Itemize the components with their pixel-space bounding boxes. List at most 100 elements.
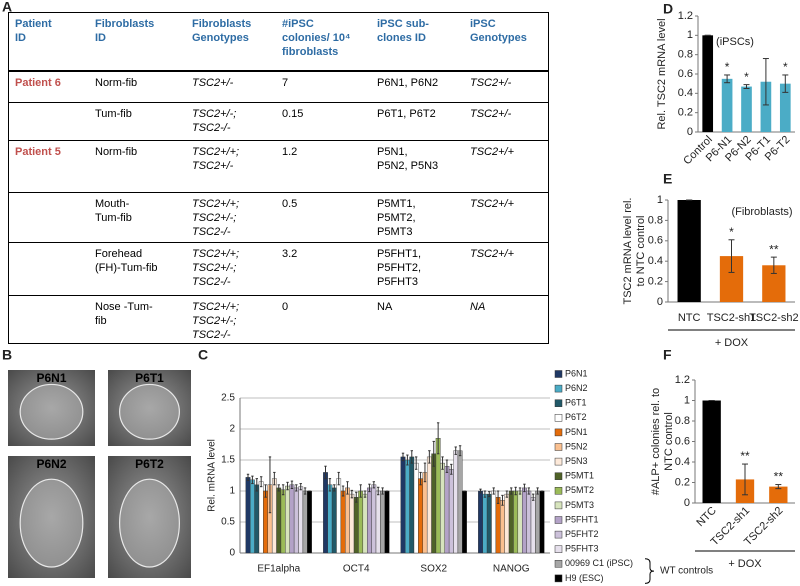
chart-note: (Fibroblasts)	[731, 206, 792, 218]
x-tick-label: OCT4	[343, 564, 370, 575]
legend-brace	[644, 558, 655, 584]
panel-label: A	[2, 0, 12, 15]
bar	[375, 490, 381, 554]
legend-label: P6T1	[565, 398, 587, 408]
bar	[522, 487, 527, 554]
x-tick-label: TSC2-sh2	[749, 312, 799, 324]
table-cell: 7	[276, 70, 371, 103]
y-tick-label: 0.6	[648, 235, 663, 247]
y-axis-label: #ALP+ colonies rel. to	[650, 388, 662, 495]
legend-swatch	[554, 560, 563, 568]
bar	[263, 490, 268, 554]
error-bar	[775, 484, 782, 490]
legend-swatch	[554, 501, 563, 510]
y-tick-label: 0.2	[678, 107, 693, 119]
table-cell: P5MT1, P5MT2, P5MT3	[371, 192, 464, 243]
legend-swatch	[554, 428, 563, 437]
legend-label: P5FHT3	[565, 544, 599, 554]
error-bar	[441, 456, 444, 470]
error-bar	[742, 463, 748, 496]
error-bar	[346, 481, 349, 495]
colony	[119, 383, 180, 440]
error-bar	[419, 471, 422, 486]
panel-label: D	[663, 1, 673, 17]
error-bar	[264, 484, 267, 498]
error-bar	[728, 239, 735, 273]
column-header: Patient ID	[8, 12, 89, 72]
error-bar	[527, 487, 531, 495]
bar	[384, 490, 390, 554]
image-label: P6N1	[36, 371, 66, 385]
legend-label: P5FHT2	[565, 529, 599, 539]
bar	[462, 490, 467, 554]
bar	[539, 490, 545, 554]
group-label: + DOX	[728, 558, 762, 570]
legend-swatch	[554, 384, 563, 393]
y-tick-label: 0	[229, 548, 235, 559]
y-tick-label: 0.8	[648, 214, 663, 226]
table-cell: P6T1, P6T2	[371, 102, 464, 141]
image-label: P6T1	[135, 371, 164, 385]
legend-label: P6T2	[565, 412, 587, 422]
x-tick-label: EF1alpha	[257, 564, 300, 575]
table-cell: Tum-fib	[89, 102, 186, 141]
table-cell: P5FHT1, P5FHT2, P5FHT3	[371, 242, 464, 296]
legend-swatch	[554, 487, 563, 495]
legend-label: P6N2	[565, 383, 588, 393]
legend-note: WT controls	[660, 566, 713, 577]
bar	[457, 450, 463, 554]
bar	[779, 83, 791, 132]
bar	[677, 200, 701, 302]
error-bar	[436, 422, 440, 455]
bar	[254, 484, 260, 554]
bar	[353, 497, 359, 554]
table-cell: Patient 5	[8, 140, 89, 193]
error-bar	[333, 484, 336, 492]
error-bar	[277, 484, 280, 492]
bar	[293, 487, 299, 554]
error-bar	[492, 487, 495, 495]
bar	[495, 497, 501, 554]
y-tick-label: 0.5	[221, 517, 235, 528]
table-row: Patient 6 Norm-fib TSC2+/- 7 P6N1, P6N2 TSC2+…	[8, 70, 549, 103]
bar	[345, 487, 350, 554]
x-tick-label: SOX2	[420, 564, 447, 575]
legend-label: 00969 C1 (iPSC)	[565, 558, 633, 568]
y-tick-label: 2.5	[221, 393, 235, 404]
significance: *	[783, 60, 788, 74]
bar	[358, 490, 364, 554]
bar	[491, 490, 497, 554]
table-cell: TSC2+/+; TSC2+/-; TSC2-/-	[186, 242, 276, 296]
bar	[418, 478, 423, 554]
bar	[504, 493, 510, 554]
y-tick-label: 1	[229, 486, 235, 497]
bar	[245, 477, 251, 554]
table-row: Forehead (FH)-Tum-fib TSC2+/+; TSC2+/-; T…	[8, 242, 549, 296]
error-bar	[363, 490, 367, 498]
legend-swatch	[554, 472, 563, 480]
error-bar	[532, 493, 535, 501]
legend-swatch	[554, 574, 563, 583]
error-bar	[501, 494, 504, 506]
column-header: iPSC Genotypes	[464, 12, 549, 72]
table-cell: Patient 6	[8, 70, 89, 103]
bar	[250, 479, 255, 554]
error-bar	[454, 446, 457, 455]
table-cell: Forehead (FH)-Tum-fib	[89, 242, 186, 296]
bar	[409, 456, 415, 554]
y-axis-label: TSC2 mRNA level rel.	[622, 198, 634, 305]
table-cell: Mouth- Tum-fib	[89, 192, 186, 243]
error-bar	[290, 480, 294, 490]
table-cell: TSC2+/+; TSC2+/-; TSC2-/-	[186, 295, 276, 344]
significance: *	[729, 225, 734, 239]
legend-label: P5N3	[565, 456, 588, 466]
bar	[535, 490, 540, 554]
bar	[760, 81, 772, 132]
error-bar	[255, 478, 258, 492]
table-cell: NA	[464, 295, 549, 344]
bar	[323, 472, 328, 554]
legend-swatch	[554, 414, 563, 422]
table-cell: NA	[371, 295, 464, 344]
